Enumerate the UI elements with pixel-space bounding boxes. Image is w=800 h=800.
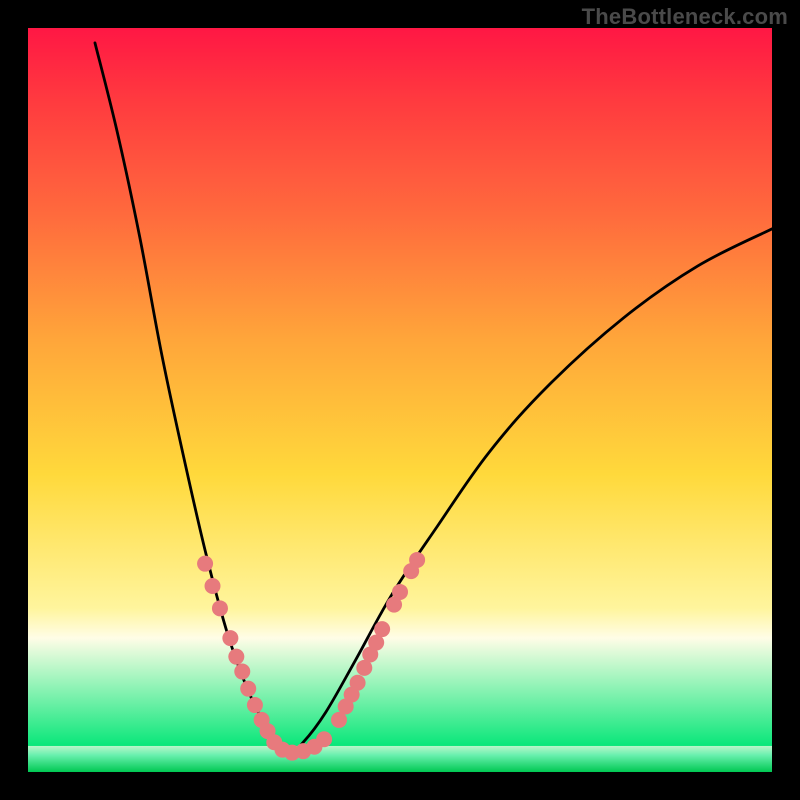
marker-dot [240,681,256,697]
watermark-text: TheBottleneck.com [582,4,788,30]
chart-stage: TheBottleneck.com [0,0,800,800]
marker-dot [350,675,366,691]
marker-dot [205,578,221,594]
marker-dot [212,600,228,616]
marker-dot [392,584,408,600]
marker-dot [234,664,250,680]
marker-dot [374,621,390,637]
marker-dot [316,731,332,747]
plot-area [28,28,772,772]
marker-dot [197,556,213,572]
green-band [28,746,772,772]
chart-svg [0,0,800,800]
marker-dot [409,552,425,568]
marker-dot [247,697,263,713]
marker-dot [222,630,238,646]
marker-dot [228,649,244,665]
